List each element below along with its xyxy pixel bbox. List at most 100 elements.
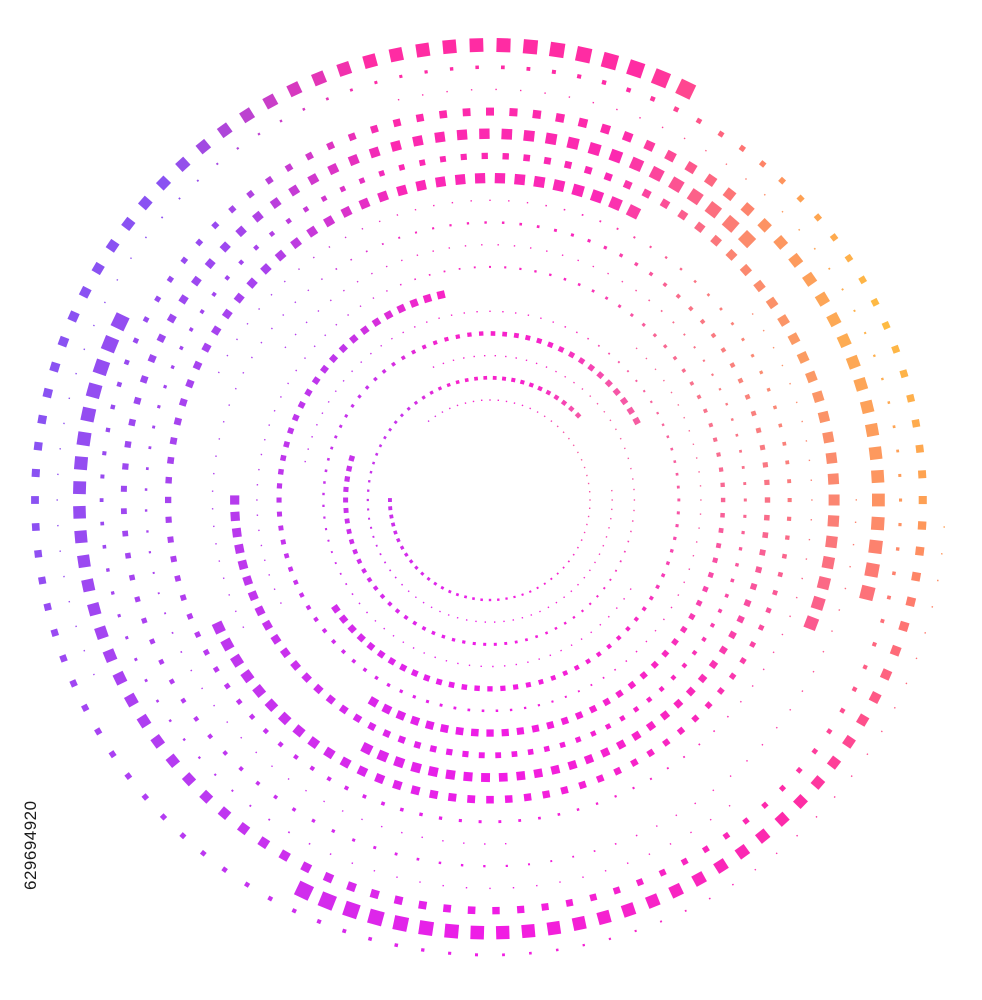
spiral-dot [589, 893, 598, 902]
spiral-dot [512, 619, 515, 621]
spiral-dot [424, 70, 428, 74]
spiral-dot [536, 884, 538, 887]
spiral-dot [398, 163, 406, 171]
spiral-dot [399, 663, 408, 672]
spiral-dot [669, 842, 672, 845]
spiral-dot [690, 831, 692, 834]
spiral-dot [722, 831, 731, 840]
spiral-dot [827, 515, 840, 527]
spiral-dot [676, 511, 680, 515]
spiral-dot [688, 612, 696, 621]
spiral-dot [199, 849, 207, 857]
spiral-dot [458, 267, 461, 270]
spiral-dot [442, 39, 457, 55]
spiral-dot [92, 324, 95, 327]
spiral-dot [279, 119, 283, 123]
spiral-dot [596, 371, 605, 380]
spiral-dot [434, 415, 437, 418]
spiral-dot [729, 775, 732, 778]
spiral-dot [230, 511, 240, 522]
spiral-dot [495, 752, 502, 759]
spiral-dot [709, 818, 712, 821]
spiral-dot [326, 457, 330, 461]
spiral-dot [722, 187, 737, 202]
spiral-dot [662, 618, 665, 621]
spiral-dot [341, 810, 344, 812]
spiral-dot [844, 587, 847, 590]
spiral-dot [213, 525, 215, 528]
spiral-dot [421, 344, 427, 350]
spiral-dot [163, 612, 167, 615]
spiral-dot [335, 267, 338, 271]
spiral-dot [745, 178, 747, 180]
spiral-dot [736, 615, 745, 624]
spiral-dot [178, 294, 189, 305]
spiral-dot [406, 406, 411, 411]
spiral-dot [292, 724, 306, 738]
spiral-dot [763, 514, 770, 521]
spiral-dot [802, 271, 818, 287]
spiral-dot [323, 516, 326, 519]
spiral-dot [442, 904, 452, 913]
spiral-dot [329, 853, 332, 856]
spiral-dot [659, 920, 663, 923]
spiral-dot [155, 699, 160, 703]
spiral-dot [695, 457, 698, 459]
spiral-dot [892, 425, 896, 429]
spiral-dot [400, 831, 403, 834]
spiral-dot [157, 592, 160, 595]
spiral-dot [234, 543, 245, 554]
spiral-dot [415, 113, 425, 123]
spiral-dot [619, 560, 622, 563]
spiral-dot [144, 509, 148, 512]
spiral-dot [915, 444, 925, 454]
spiral-dot [345, 465, 353, 472]
spiral-dot [313, 683, 324, 695]
spiral-dot [551, 700, 554, 703]
spiral-dot [574, 46, 593, 64]
spiral-dot [772, 651, 775, 654]
spiral-dot [630, 758, 639, 767]
spiral-dot [545, 389, 552, 396]
spiral-dot [390, 337, 393, 340]
spiral-dot [387, 601, 393, 607]
spiral-dot [537, 678, 544, 685]
spiral-dot [351, 658, 357, 664]
spiral-dot [367, 908, 385, 927]
spiral-dot [775, 726, 778, 729]
spiral-dot [739, 657, 747, 665]
spiral-dot [415, 42, 431, 58]
spiral-dot [544, 631, 549, 635]
spiral-dot [730, 417, 734, 422]
spiral-dot [891, 571, 896, 576]
spiral-dot [587, 142, 602, 157]
spiral-dot [538, 658, 541, 660]
spiral-dot [707, 571, 714, 579]
spiral-dot [377, 190, 389, 203]
spiral-dot [639, 116, 641, 119]
spiral-dot [352, 713, 363, 724]
spiral-dot [514, 640, 518, 644]
spiral-dot [863, 331, 867, 335]
spiral-dot [654, 629, 657, 632]
spiral-dot [352, 548, 359, 555]
spiral-dot [483, 354, 486, 357]
spiral-dot [78, 285, 92, 299]
spiral-dot [588, 704, 598, 714]
spiral-dot [448, 247, 451, 249]
spiral-dot [483, 642, 487, 646]
spiral-dot [692, 554, 695, 557]
spiral-dot [366, 576, 373, 583]
spiral-dot [422, 601, 425, 604]
spiral-dot [258, 308, 261, 310]
spiral-dot [365, 611, 369, 614]
spiral-dot [552, 179, 566, 193]
spiral-dot [305, 789, 307, 792]
spiral-dot [254, 605, 266, 617]
spiral-dot [635, 289, 638, 292]
spiral-dot [273, 588, 276, 591]
spiral-dot [486, 107, 494, 116]
spiral-dot [317, 310, 320, 312]
spiral-dot [761, 743, 764, 746]
spiral-dot [321, 627, 328, 634]
